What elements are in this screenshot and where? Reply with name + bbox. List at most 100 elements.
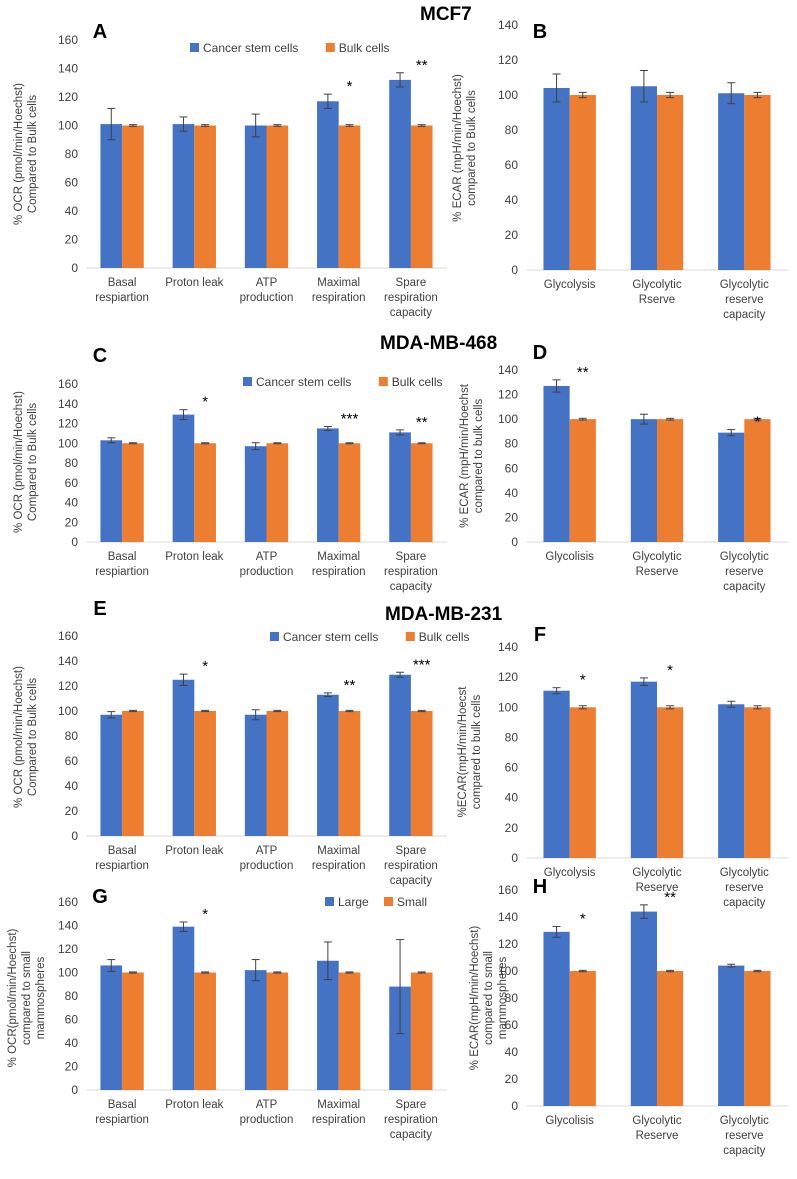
x-tick-label: Proton leak bbox=[165, 845, 223, 857]
x-tick-label-line: Basal bbox=[108, 277, 137, 289]
bar-series1 bbox=[543, 931, 570, 1106]
legend-label: Small bbox=[397, 895, 427, 909]
y-tick-label: 0 bbox=[71, 535, 78, 549]
panel-label: E bbox=[93, 598, 106, 620]
significance-marker: ** bbox=[416, 57, 428, 74]
significance-marker: *** bbox=[413, 656, 431, 673]
bar-series1 bbox=[244, 970, 267, 1090]
bar-series2 bbox=[744, 95, 771, 270]
x-tick-label-line: capacity bbox=[723, 581, 765, 593]
cell-line-title: MCF7 bbox=[420, 4, 472, 25]
x-tick-label-line: ATP bbox=[256, 845, 278, 857]
y-tick-label: 100 bbox=[58, 119, 78, 133]
y-tick-label: 40 bbox=[65, 779, 79, 793]
bar-series2 bbox=[410, 711, 433, 836]
bar-series2 bbox=[657, 419, 684, 542]
x-tick-label-line: capacity bbox=[723, 897, 765, 909]
y-tick-label: 0 bbox=[511, 1099, 518, 1113]
legend-swatch-series1 bbox=[325, 897, 334, 906]
x-tick-label: Glycolytic reserve capacity bbox=[720, 551, 769, 593]
y-axis-title-line: mammospheres bbox=[35, 957, 47, 1040]
y-axis-title-line: % OCR (pmol/min/Hoechst) bbox=[13, 83, 25, 225]
bar-series1 bbox=[389, 432, 411, 542]
y-tick-label: 100 bbox=[498, 964, 518, 978]
y-tick-label: 0 bbox=[511, 263, 518, 277]
x-tick-label-line: Basal bbox=[108, 1099, 137, 1111]
significance-marker: * bbox=[755, 414, 761, 431]
bar-series1 bbox=[630, 86, 657, 270]
x-tick-label-line: ATP bbox=[256, 277, 278, 289]
bar-series2 bbox=[338, 125, 361, 268]
x-tick-label-line: reserve bbox=[725, 1130, 763, 1142]
x-tick-label-line: respiration bbox=[384, 1114, 438, 1126]
y-tick-label: 20 bbox=[65, 233, 79, 247]
panel-label: C bbox=[93, 345, 107, 367]
x-tick-label-line: Spare bbox=[396, 551, 427, 563]
y-tick-label: 60 bbox=[65, 1013, 79, 1027]
y-tick-label: 140 bbox=[58, 62, 78, 76]
significance-marker: * bbox=[580, 672, 586, 689]
bar-series1 bbox=[172, 414, 195, 542]
bar-series2 bbox=[569, 971, 596, 1106]
legend: Cancer stem cells Bulk cells bbox=[190, 41, 389, 55]
y-axis-title: % OCR (pmol/min/Hoechst) Compared to Bulk… bbox=[13, 391, 39, 533]
x-tick-label: Proton leak bbox=[165, 277, 223, 289]
x-tick-label-line: Glycolytic bbox=[632, 1115, 681, 1127]
bar-series1 bbox=[317, 428, 339, 542]
y-tick-label: 20 bbox=[505, 228, 519, 242]
x-tick-label-line: Proton leak bbox=[165, 1099, 223, 1111]
x-tick-label: Maximal respiration bbox=[312, 845, 366, 872]
y-tick-label: 80 bbox=[65, 989, 79, 1003]
bar-series1 bbox=[718, 965, 745, 1106]
y-tick-label: 120 bbox=[498, 670, 518, 684]
y-tick-label: 140 bbox=[498, 18, 518, 32]
x-tick-label-line: respiartion bbox=[95, 860, 149, 872]
bar-series1 bbox=[244, 714, 267, 836]
chart-h: H 0 20 40 60 80 100 120 140 160 % ECAR(mpH/min/Hoe… bbox=[469, 876, 788, 1157]
x-tick-label-line: Proton leak bbox=[165, 845, 223, 857]
x-tick-label: ATP production bbox=[240, 845, 294, 872]
bar-series2 bbox=[194, 972, 216, 1090]
panel-label: D bbox=[533, 342, 547, 364]
y-tick-label: 20 bbox=[505, 821, 519, 835]
bar-series2 bbox=[338, 711, 361, 836]
bar-series1 bbox=[100, 965, 123, 1090]
bar-series1 bbox=[100, 124, 123, 268]
significance-marker: * bbox=[202, 658, 208, 675]
bar-series1 bbox=[389, 79, 411, 269]
y-tick-label: 160 bbox=[58, 895, 78, 909]
y-axis-title-line: % ECAR (mpH/min/Hoechst) bbox=[452, 74, 464, 222]
y-axis-title-line: % OCR (pmol/min/Hoechst) bbox=[13, 666, 25, 808]
y-tick-label: 120 bbox=[498, 53, 518, 67]
bar-series2 bbox=[569, 707, 596, 858]
y-tick-label: 0 bbox=[71, 829, 78, 843]
x-tick-label: Glycolytic reserve capacity bbox=[720, 867, 769, 909]
legend-swatch-series1 bbox=[190, 43, 199, 52]
y-tick-label: 120 bbox=[58, 679, 78, 693]
bar-series2 bbox=[657, 971, 684, 1106]
y-axis-title-line: compared to Bulk cells bbox=[466, 90, 478, 206]
y-axis-title: % OCR (pmol/min/Hoechst) Compared to Bulk… bbox=[13, 666, 39, 808]
bar-series2 bbox=[338, 972, 361, 1090]
chart-g: G 0 20 40 60 80 100 120 140 160 % OCR(pmol/min/Hoe… bbox=[7, 886, 447, 1141]
legend-swatch-series1 bbox=[270, 632, 279, 641]
x-tick-label: Glycolytic Reserve bbox=[632, 551, 681, 578]
y-axis-title-line: % OCR (pmol/min/Hoechst) bbox=[13, 391, 25, 533]
panel-label: B bbox=[533, 21, 547, 43]
y-tick-label: 80 bbox=[505, 730, 519, 744]
x-tick-label-line: Glycolisis bbox=[545, 1115, 594, 1127]
x-tick-label: Glycolytic Reserve bbox=[632, 1115, 681, 1142]
y-axis-title-line: Compared to Bulk cells bbox=[27, 678, 39, 796]
chart-e: E MDA-MB-231 0 20 40 60 80 100 120 140 160 % OCR (p… bbox=[13, 598, 503, 887]
x-tick-label: Maximal respiration bbox=[312, 551, 366, 578]
y-tick-label: 40 bbox=[65, 1036, 79, 1050]
y-tick-label: 80 bbox=[65, 729, 79, 743]
y-tick-label: 120 bbox=[58, 942, 78, 956]
legend-swatch-series1 bbox=[243, 377, 252, 386]
x-tick-label-line: Spare bbox=[396, 1099, 427, 1111]
x-tick-label-line: capacity bbox=[390, 307, 432, 319]
x-tick-label-line: respiration bbox=[312, 292, 366, 304]
x-tick-label-line: Proton leak bbox=[165, 551, 223, 563]
bar-series1 bbox=[317, 960, 339, 1090]
y-tick-label: 140 bbox=[498, 363, 518, 377]
